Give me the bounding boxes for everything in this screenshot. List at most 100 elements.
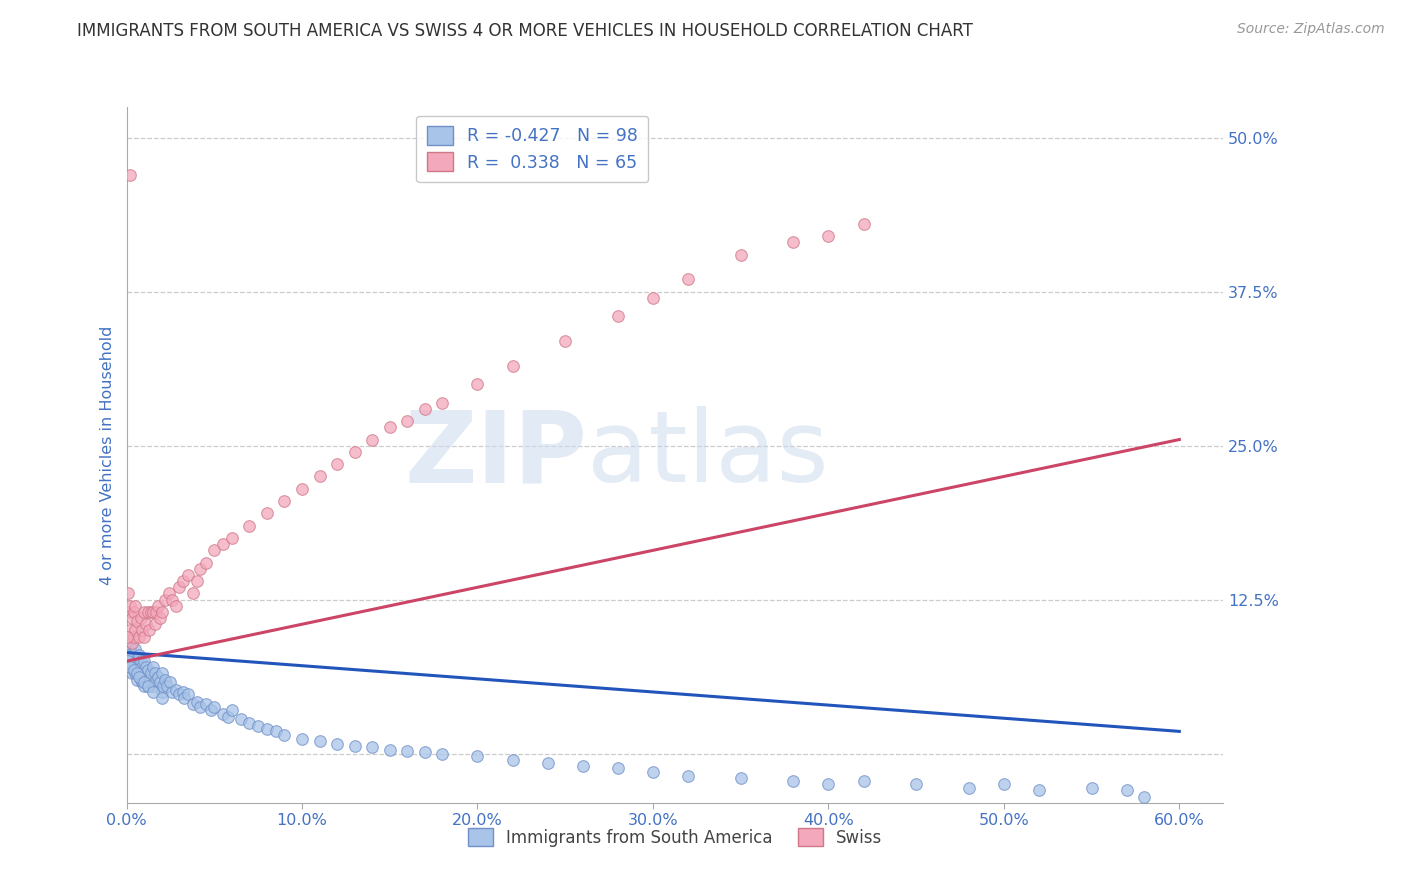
Point xyxy=(221,531,243,545)
Point xyxy=(153,592,176,607)
Point xyxy=(256,722,278,736)
Point xyxy=(554,334,576,348)
Point xyxy=(128,630,150,644)
Point xyxy=(138,624,160,638)
Point xyxy=(606,761,628,775)
Point xyxy=(194,556,217,570)
Point xyxy=(167,580,190,594)
Point xyxy=(256,507,278,521)
Point xyxy=(132,666,155,681)
Point xyxy=(121,636,143,650)
Point xyxy=(194,698,217,712)
Point xyxy=(160,592,183,607)
Point xyxy=(730,248,752,262)
Point xyxy=(238,518,260,533)
Text: ZIP: ZIP xyxy=(405,407,588,503)
Point xyxy=(124,666,146,681)
Point xyxy=(160,685,183,699)
Point xyxy=(132,654,155,668)
Point xyxy=(124,624,146,638)
Point xyxy=(135,617,157,632)
Point xyxy=(138,673,160,687)
Point xyxy=(905,777,928,791)
Point xyxy=(118,660,141,674)
Point xyxy=(143,666,166,681)
Point xyxy=(173,691,195,706)
Point xyxy=(221,703,243,717)
Point xyxy=(641,291,664,305)
Point xyxy=(217,709,239,723)
Point xyxy=(117,654,139,668)
Point xyxy=(157,586,180,600)
Point xyxy=(156,679,179,693)
Point xyxy=(131,660,153,674)
Point xyxy=(117,654,139,668)
Point xyxy=(117,636,139,650)
Point xyxy=(291,482,314,496)
Point xyxy=(676,769,699,783)
Point xyxy=(782,773,804,788)
Point xyxy=(273,728,295,742)
Point xyxy=(571,759,593,773)
Point xyxy=(1133,789,1156,804)
Point xyxy=(186,695,208,709)
Point xyxy=(188,699,211,714)
Point xyxy=(146,670,169,684)
Point xyxy=(142,660,165,674)
Point xyxy=(122,630,145,644)
Point xyxy=(238,715,260,730)
Point xyxy=(118,168,141,182)
Point xyxy=(150,685,173,699)
Point xyxy=(125,666,148,681)
Point xyxy=(150,666,173,681)
Point xyxy=(957,780,980,795)
Point xyxy=(177,688,200,702)
Point xyxy=(326,737,349,751)
Point xyxy=(142,685,165,699)
Point xyxy=(132,630,155,644)
Point xyxy=(361,433,384,447)
Point xyxy=(143,617,166,632)
Point xyxy=(118,624,141,638)
Point xyxy=(139,605,162,619)
Point xyxy=(852,217,875,231)
Point xyxy=(117,586,139,600)
Point xyxy=(117,630,139,644)
Point xyxy=(135,660,157,674)
Point xyxy=(128,670,150,684)
Point xyxy=(129,611,152,625)
Text: Source: ZipAtlas.com: Source: ZipAtlas.com xyxy=(1237,22,1385,37)
Point xyxy=(121,636,143,650)
Point xyxy=(467,377,489,392)
Point xyxy=(121,648,143,662)
Point xyxy=(396,744,419,758)
Point xyxy=(1115,783,1137,797)
Point xyxy=(343,739,366,753)
Point xyxy=(361,740,384,755)
Point xyxy=(212,537,235,551)
Point xyxy=(152,679,174,693)
Point xyxy=(413,745,436,759)
Point xyxy=(167,688,190,702)
Point xyxy=(122,654,145,668)
Point xyxy=(136,663,159,677)
Point xyxy=(852,773,875,788)
Point xyxy=(202,543,225,558)
Point xyxy=(730,771,752,785)
Point xyxy=(413,401,436,416)
Point xyxy=(136,679,159,693)
Point xyxy=(432,395,454,409)
Point xyxy=(117,605,139,619)
Point xyxy=(122,660,145,674)
Point xyxy=(606,310,628,324)
Point xyxy=(122,605,145,619)
Point xyxy=(145,605,167,619)
Point xyxy=(142,605,165,619)
Point xyxy=(125,654,148,668)
Text: atlas: atlas xyxy=(588,407,828,503)
Point xyxy=(186,574,208,589)
Point xyxy=(177,568,200,582)
Point xyxy=(124,599,146,613)
Point xyxy=(150,605,173,619)
Text: IMMIGRANTS FROM SOUTH AMERICA VS SWISS 4 OR MORE VEHICLES IN HOUSEHOLD CORRELATI: IMMIGRANTS FROM SOUTH AMERICA VS SWISS 4… xyxy=(77,22,973,40)
